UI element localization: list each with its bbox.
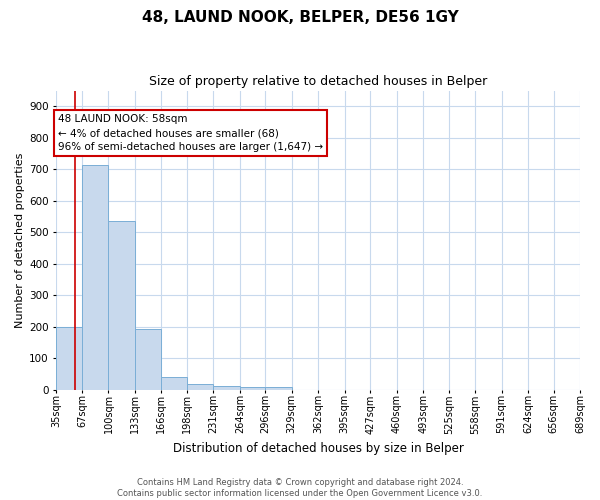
Bar [135,329,161,390]
Text: 48 LAUND NOOK: 58sqm
← 4% of detached houses are smaller (68)
96% of semi-detach: 48 LAUND NOOK: 58sqm ← 4% of detached ho… [58,114,323,152]
Text: Contains HM Land Registry data © Crown copyright and database right 2024.
Contai: Contains HM Land Registry data © Crown c… [118,478,482,498]
Title: Size of property relative to detached houses in Belper: Size of property relative to detached ho… [149,75,487,88]
Y-axis label: Number of detached properties: Number of detached properties [15,152,25,328]
Bar [265,388,292,390]
Bar [240,387,265,390]
Bar [161,377,187,390]
X-axis label: Distribution of detached houses by size in Belper: Distribution of detached houses by size … [173,442,464,455]
Bar [82,164,109,390]
Bar [214,386,240,390]
Bar [187,384,214,390]
Bar [56,327,82,390]
Text: 48, LAUND NOOK, BELPER, DE56 1GY: 48, LAUND NOOK, BELPER, DE56 1GY [142,10,458,25]
Bar [109,222,135,390]
